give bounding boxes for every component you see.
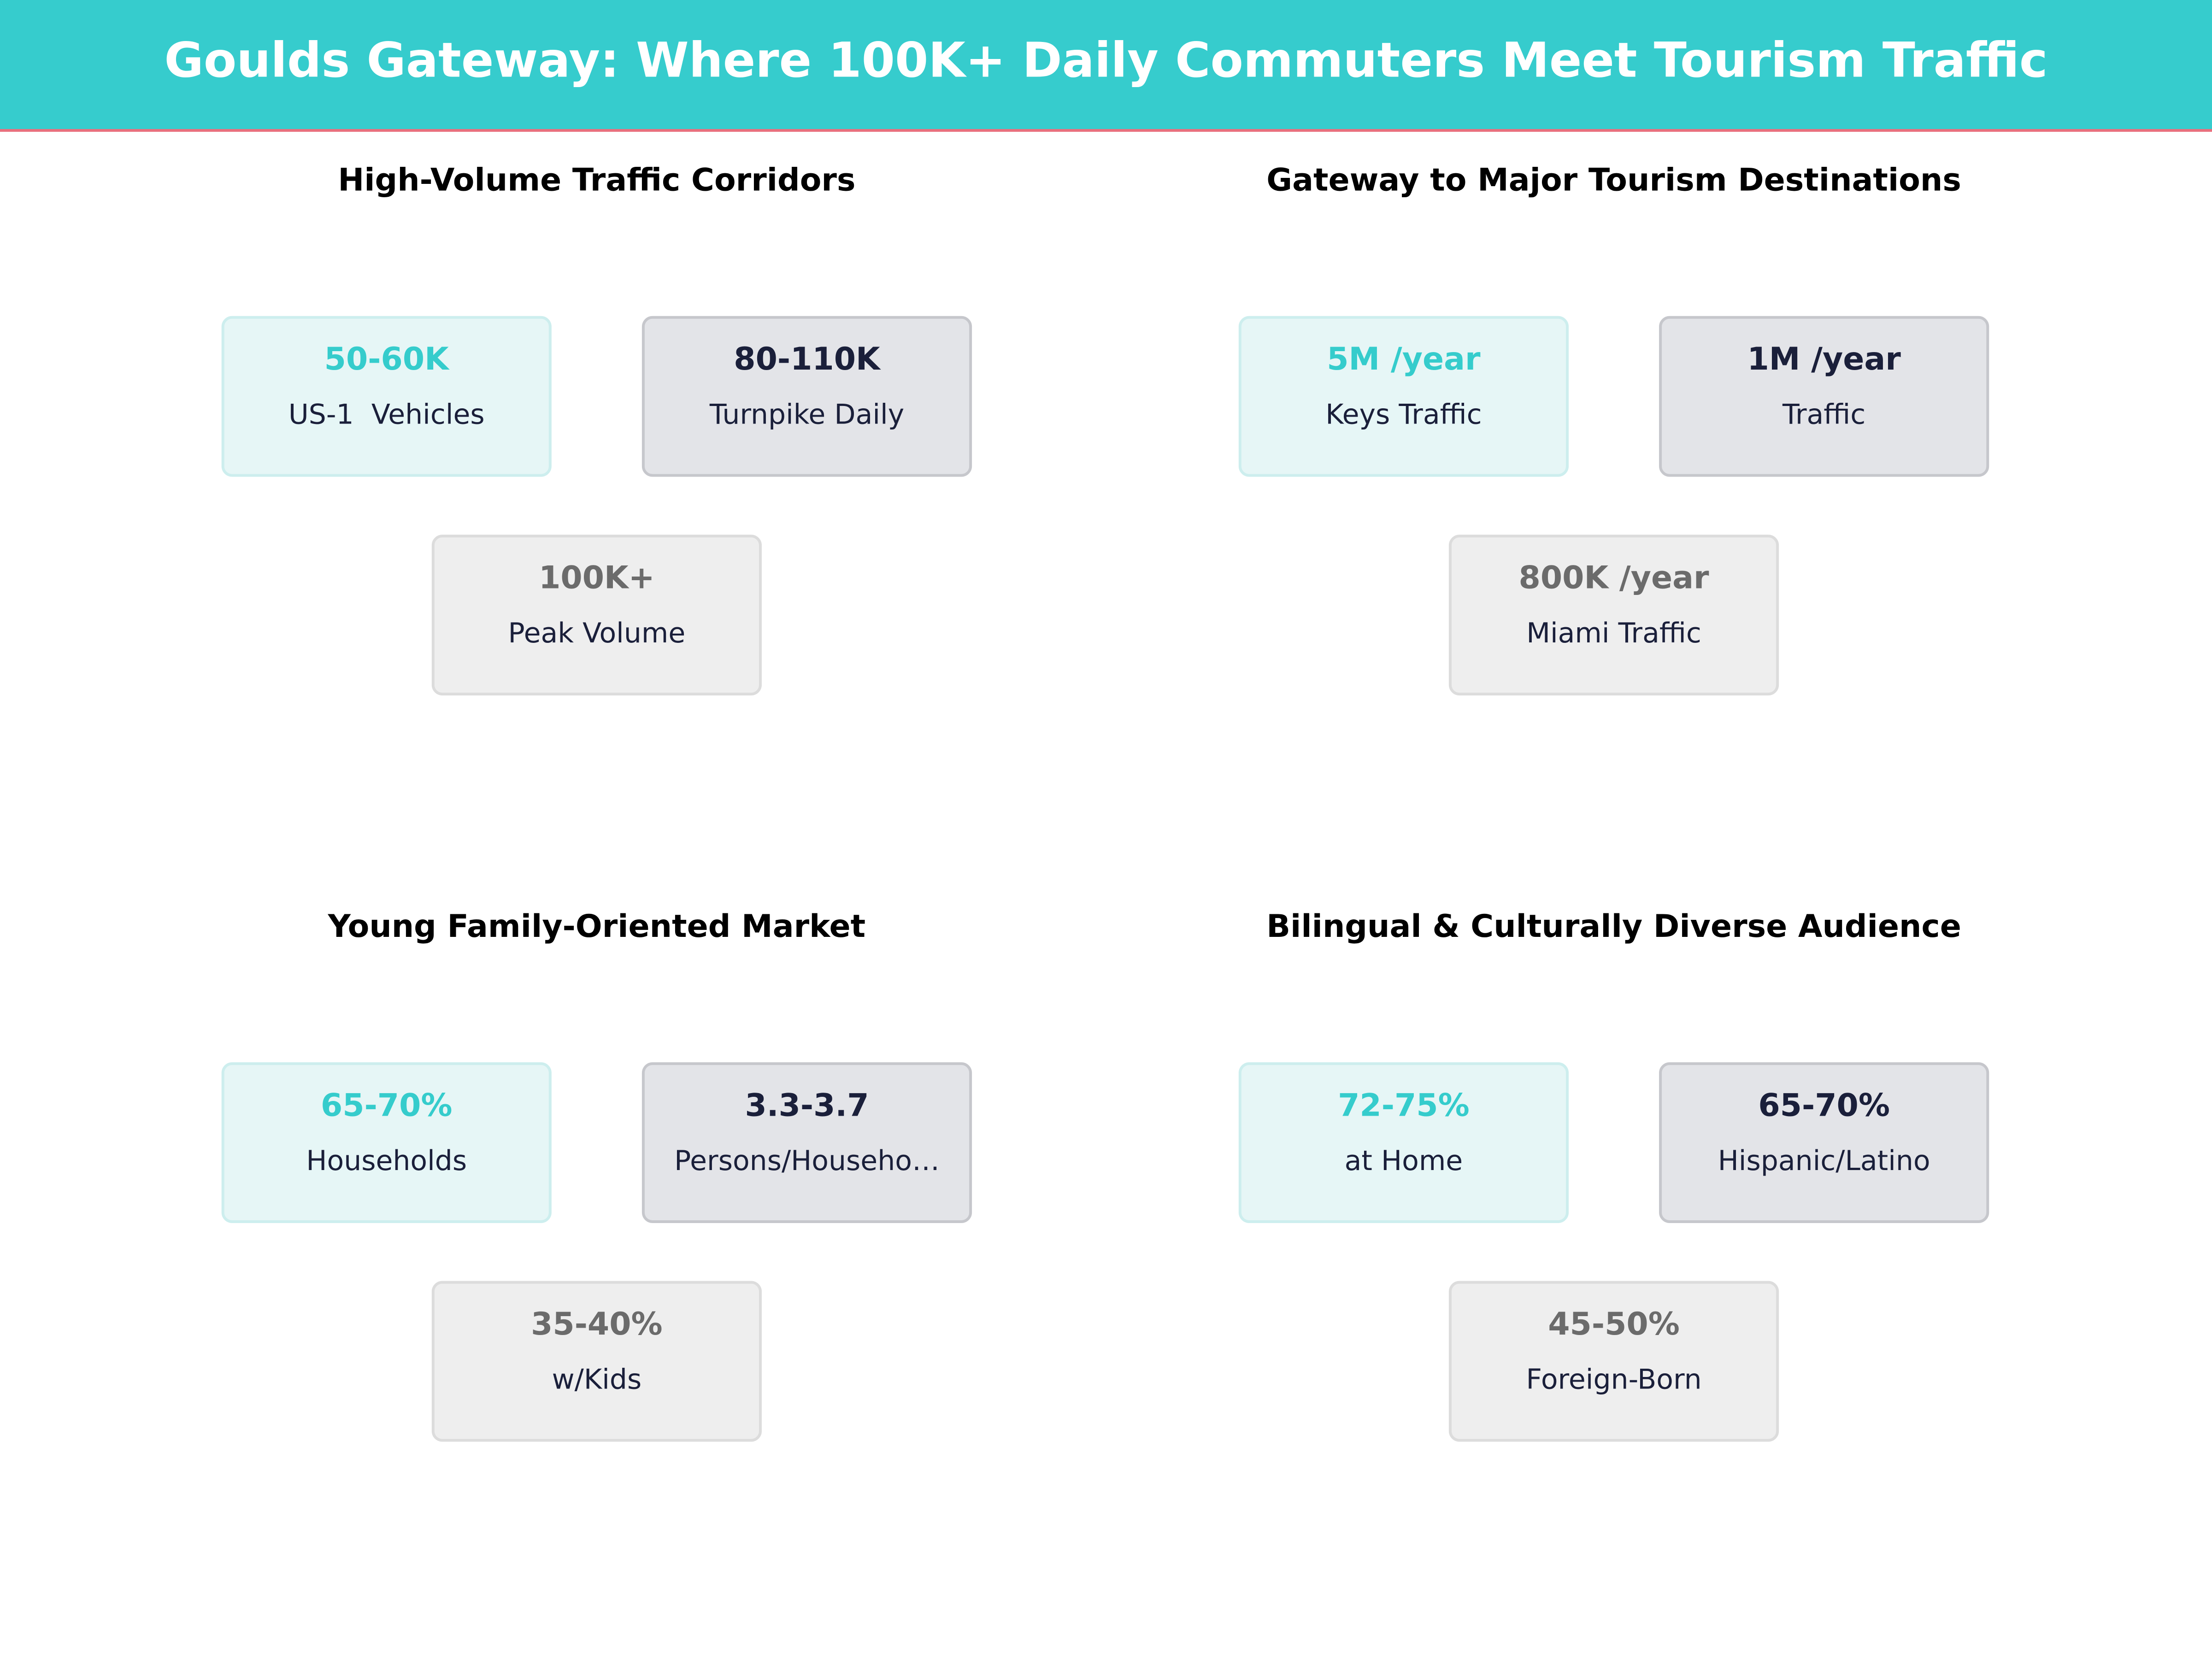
stat-label: w/Kids bbox=[552, 1364, 642, 1396]
stat-label: Traffic bbox=[1782, 399, 1865, 431]
stat-card bbox=[221, 1062, 552, 1224]
stat-label: Peak Volume bbox=[508, 617, 686, 649]
stat-card bbox=[1238, 1062, 1569, 1224]
stat-label: Turnpike Daily bbox=[709, 399, 904, 431]
header-rule bbox=[0, 129, 2212, 132]
stat-value: 50-60K bbox=[324, 341, 450, 377]
stat-value: 65-70% bbox=[321, 1088, 453, 1124]
stat-label: US-1 Vehicles bbox=[288, 399, 485, 431]
stat-card bbox=[221, 316, 552, 477]
stat-label: at Home bbox=[1345, 1145, 1463, 1177]
stat-card bbox=[1659, 316, 1989, 477]
stat-card bbox=[431, 535, 762, 696]
panel-title: Bilingual & Culturally Diverse Audience bbox=[1266, 908, 1961, 945]
header-bar bbox=[0, 0, 2212, 130]
stat-value: 1M /year bbox=[1747, 341, 1901, 377]
panel-title: Young Family-Oriented Market bbox=[328, 908, 866, 945]
stat-card bbox=[1238, 316, 1569, 477]
stat-card bbox=[1448, 535, 1779, 696]
stat-card bbox=[641, 316, 972, 477]
stat-label: Miami Traffic bbox=[1526, 617, 1701, 649]
stat-value: 800K /year bbox=[1519, 560, 1709, 596]
stat-value: 80-110K bbox=[734, 341, 881, 377]
panel-title: Gateway to Major Tourism Destinations bbox=[1266, 162, 1961, 198]
stat-card bbox=[641, 1062, 972, 1224]
stat-value: 3.3-3.7 bbox=[745, 1088, 869, 1124]
stat-value: 5M /year bbox=[1327, 341, 1481, 377]
stat-card bbox=[1448, 1281, 1779, 1442]
stat-value: 72-75% bbox=[1338, 1088, 1470, 1124]
stat-value: 35-40% bbox=[531, 1306, 663, 1342]
stat-label: Households bbox=[306, 1145, 467, 1177]
stat-value: 100K+ bbox=[539, 560, 655, 596]
stat-value: 45-50% bbox=[1548, 1306, 1680, 1342]
stat-label: Foreign-Born bbox=[1526, 1364, 1701, 1396]
panel-title: High-Volume Traffic Corridors bbox=[338, 162, 855, 198]
stat-label: Keys Traffic bbox=[1325, 399, 1482, 431]
stat-label: Persons/Househo… bbox=[674, 1145, 940, 1177]
page-title: Goulds Gateway: Where 100K+ Daily Commut… bbox=[165, 32, 2048, 88]
stat-value: 65-70% bbox=[1758, 1088, 1890, 1124]
stat-card bbox=[431, 1281, 762, 1442]
stat-label: Hispanic/Latino bbox=[1718, 1145, 1930, 1177]
stat-card bbox=[1659, 1062, 1989, 1224]
